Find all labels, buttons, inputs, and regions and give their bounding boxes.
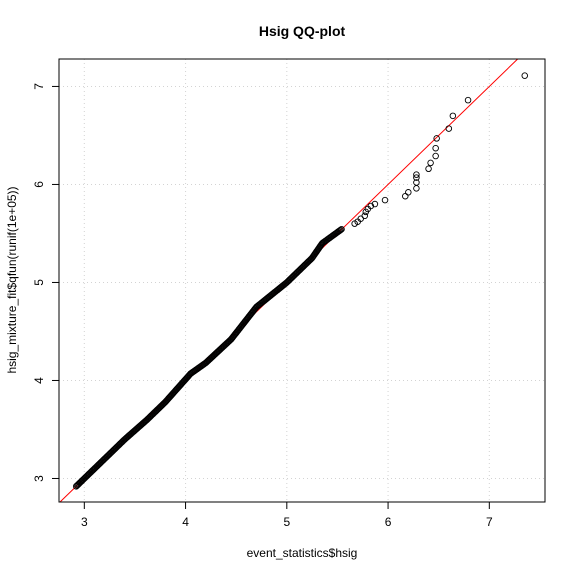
y-tick-label: 3 <box>32 475 46 482</box>
data-point <box>433 145 439 151</box>
y-axis: 3 4 5 6 7 <box>32 83 59 482</box>
x-tick-label: 5 <box>283 515 290 529</box>
data-point <box>522 73 528 79</box>
y-tick-label: 4 <box>32 377 46 384</box>
x-tick-label: 3 <box>81 515 88 529</box>
x-tick-label: 4 <box>182 515 189 529</box>
data-point <box>434 136 440 142</box>
data-point <box>362 213 368 219</box>
data-point <box>406 189 412 195</box>
data-point <box>428 160 434 166</box>
y-tick-label: 5 <box>32 279 46 286</box>
x-axis-label: event_statistics$hsig <box>247 546 358 560</box>
data-point <box>433 153 439 159</box>
data-point <box>426 166 432 172</box>
data-point <box>446 126 452 132</box>
plot-title: Hsig QQ-plot <box>259 23 346 39</box>
data-point <box>465 97 471 103</box>
data-point <box>402 193 408 199</box>
data-points <box>73 73 527 489</box>
data-point <box>414 186 420 192</box>
y-tick-label: 6 <box>32 181 46 188</box>
x-tick-label: 6 <box>385 515 392 529</box>
x-tick-label: 7 <box>486 515 493 529</box>
y-tick-label: 7 <box>32 83 46 90</box>
data-point <box>450 113 456 119</box>
data-point <box>382 197 388 203</box>
x-axis: 3 4 5 6 7 <box>81 502 493 529</box>
y-axis-label: hsig_mixture_fit$qfun(runif(1e+05)) <box>5 186 19 373</box>
